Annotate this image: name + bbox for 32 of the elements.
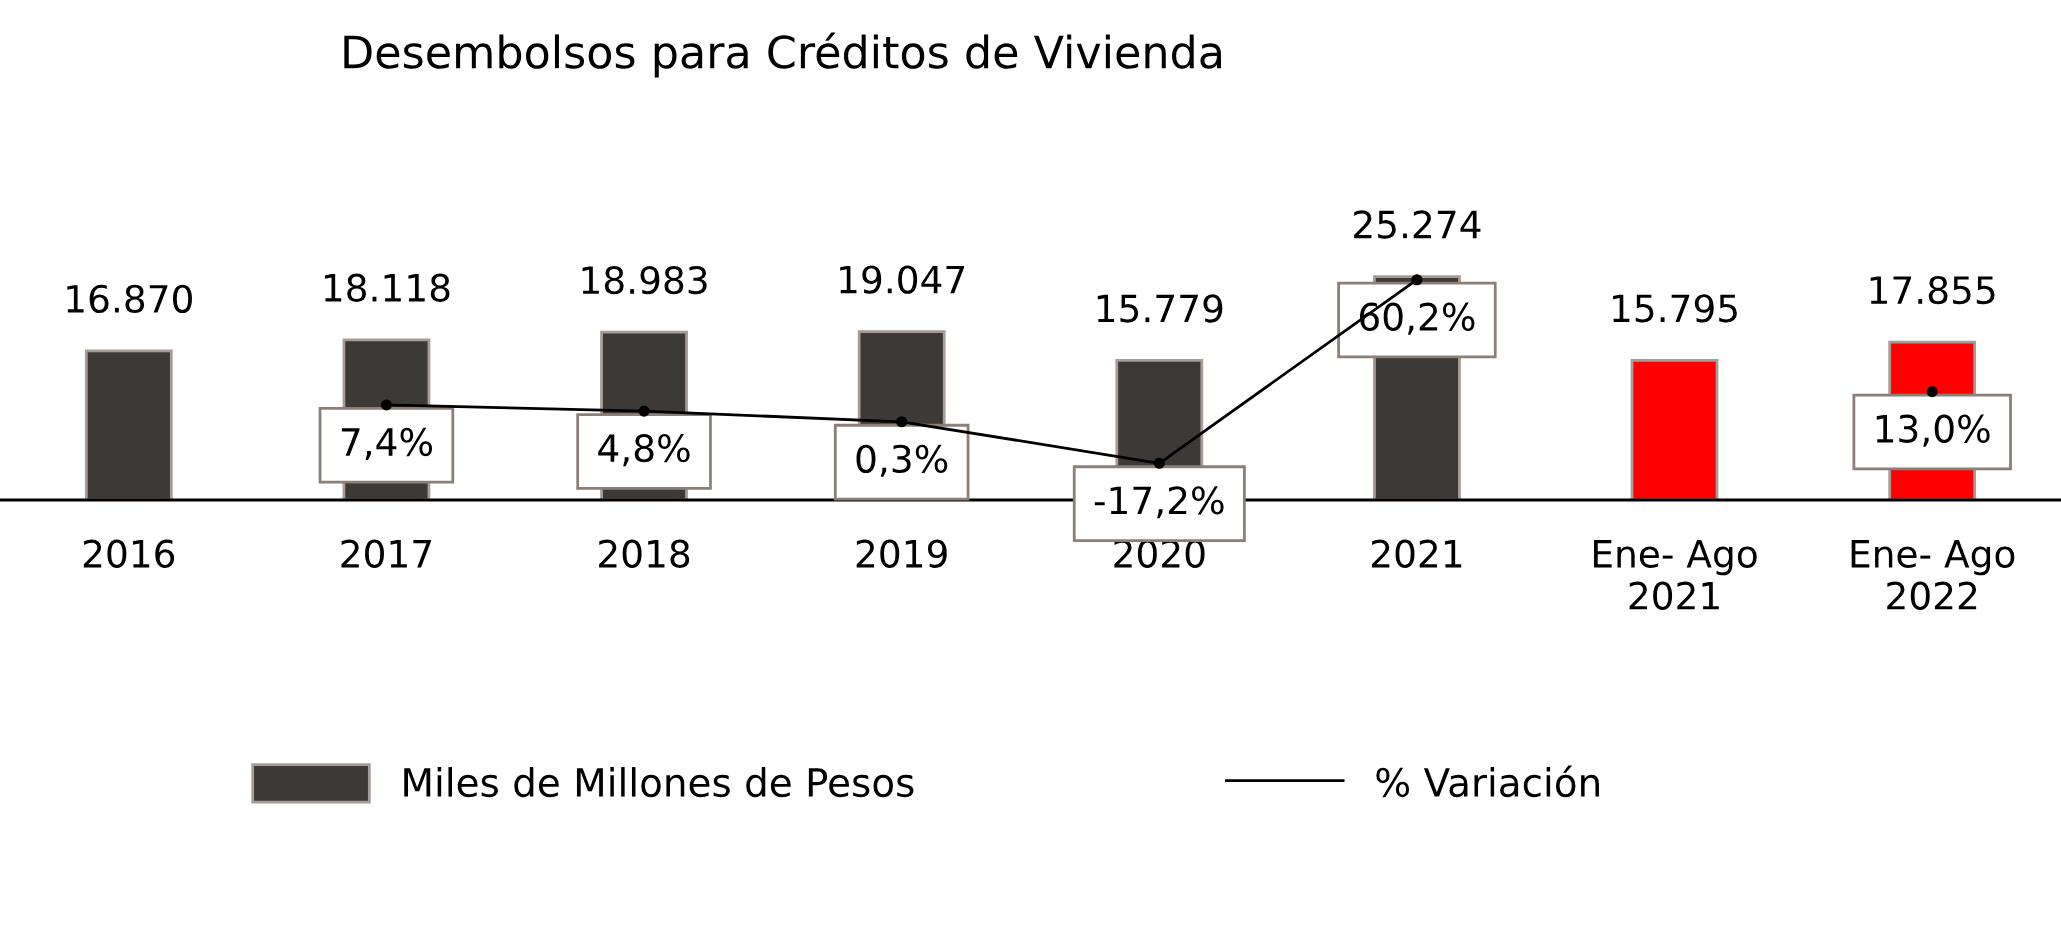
point — [380, 399, 392, 411]
legend-label: Miles de Millones de Pesos — [404, 767, 914, 798]
data-label: 25.274 — [1354, 210, 1481, 239]
point — [1153, 457, 1165, 469]
legend-label: % Variación — [1376, 765, 1599, 798]
point — [1411, 274, 1423, 286]
data-label: 7,4% — [341, 427, 432, 461]
data-label: 15.795 — [1613, 294, 1737, 323]
x-tick-label: 2021 — [1371, 539, 1462, 568]
x-tick-label: Ene- Ago 2021 — [1594, 540, 1757, 610]
data-label: 4,8% — [598, 433, 690, 467]
point — [1926, 386, 1938, 398]
data-label: 18.118 — [324, 273, 450, 302]
point — [896, 416, 908, 428]
data-label: 0,3% — [856, 444, 948, 477]
data-label: 16.870 — [67, 284, 192, 314]
data-label: 17.855 — [1870, 275, 1995, 305]
data-label: 18.983 — [582, 265, 707, 295]
data-label: 60,2% — [1359, 302, 1475, 335]
point — [638, 405, 650, 417]
bar — [1630, 358, 1719, 500]
data-label: 19.047 — [840, 265, 965, 294]
x-tick-label: 2018 — [599, 539, 690, 568]
data-label: 13,0% — [1876, 414, 1990, 447]
x-tick-label: 2017 — [341, 539, 431, 568]
x-tick-label: 2016 — [83, 539, 175, 568]
x-tick-label: 2019 — [856, 539, 947, 568]
x-tick-label: Ene- Ago 2022 — [1851, 540, 2015, 610]
bar — [84, 349, 173, 500]
data-label: -17,2% — [1094, 486, 1224, 519]
chart-title: Desembolsos para Créditos de Vivienda — [344, 32, 1221, 78]
data-label: 15.779 — [1097, 294, 1223, 323]
